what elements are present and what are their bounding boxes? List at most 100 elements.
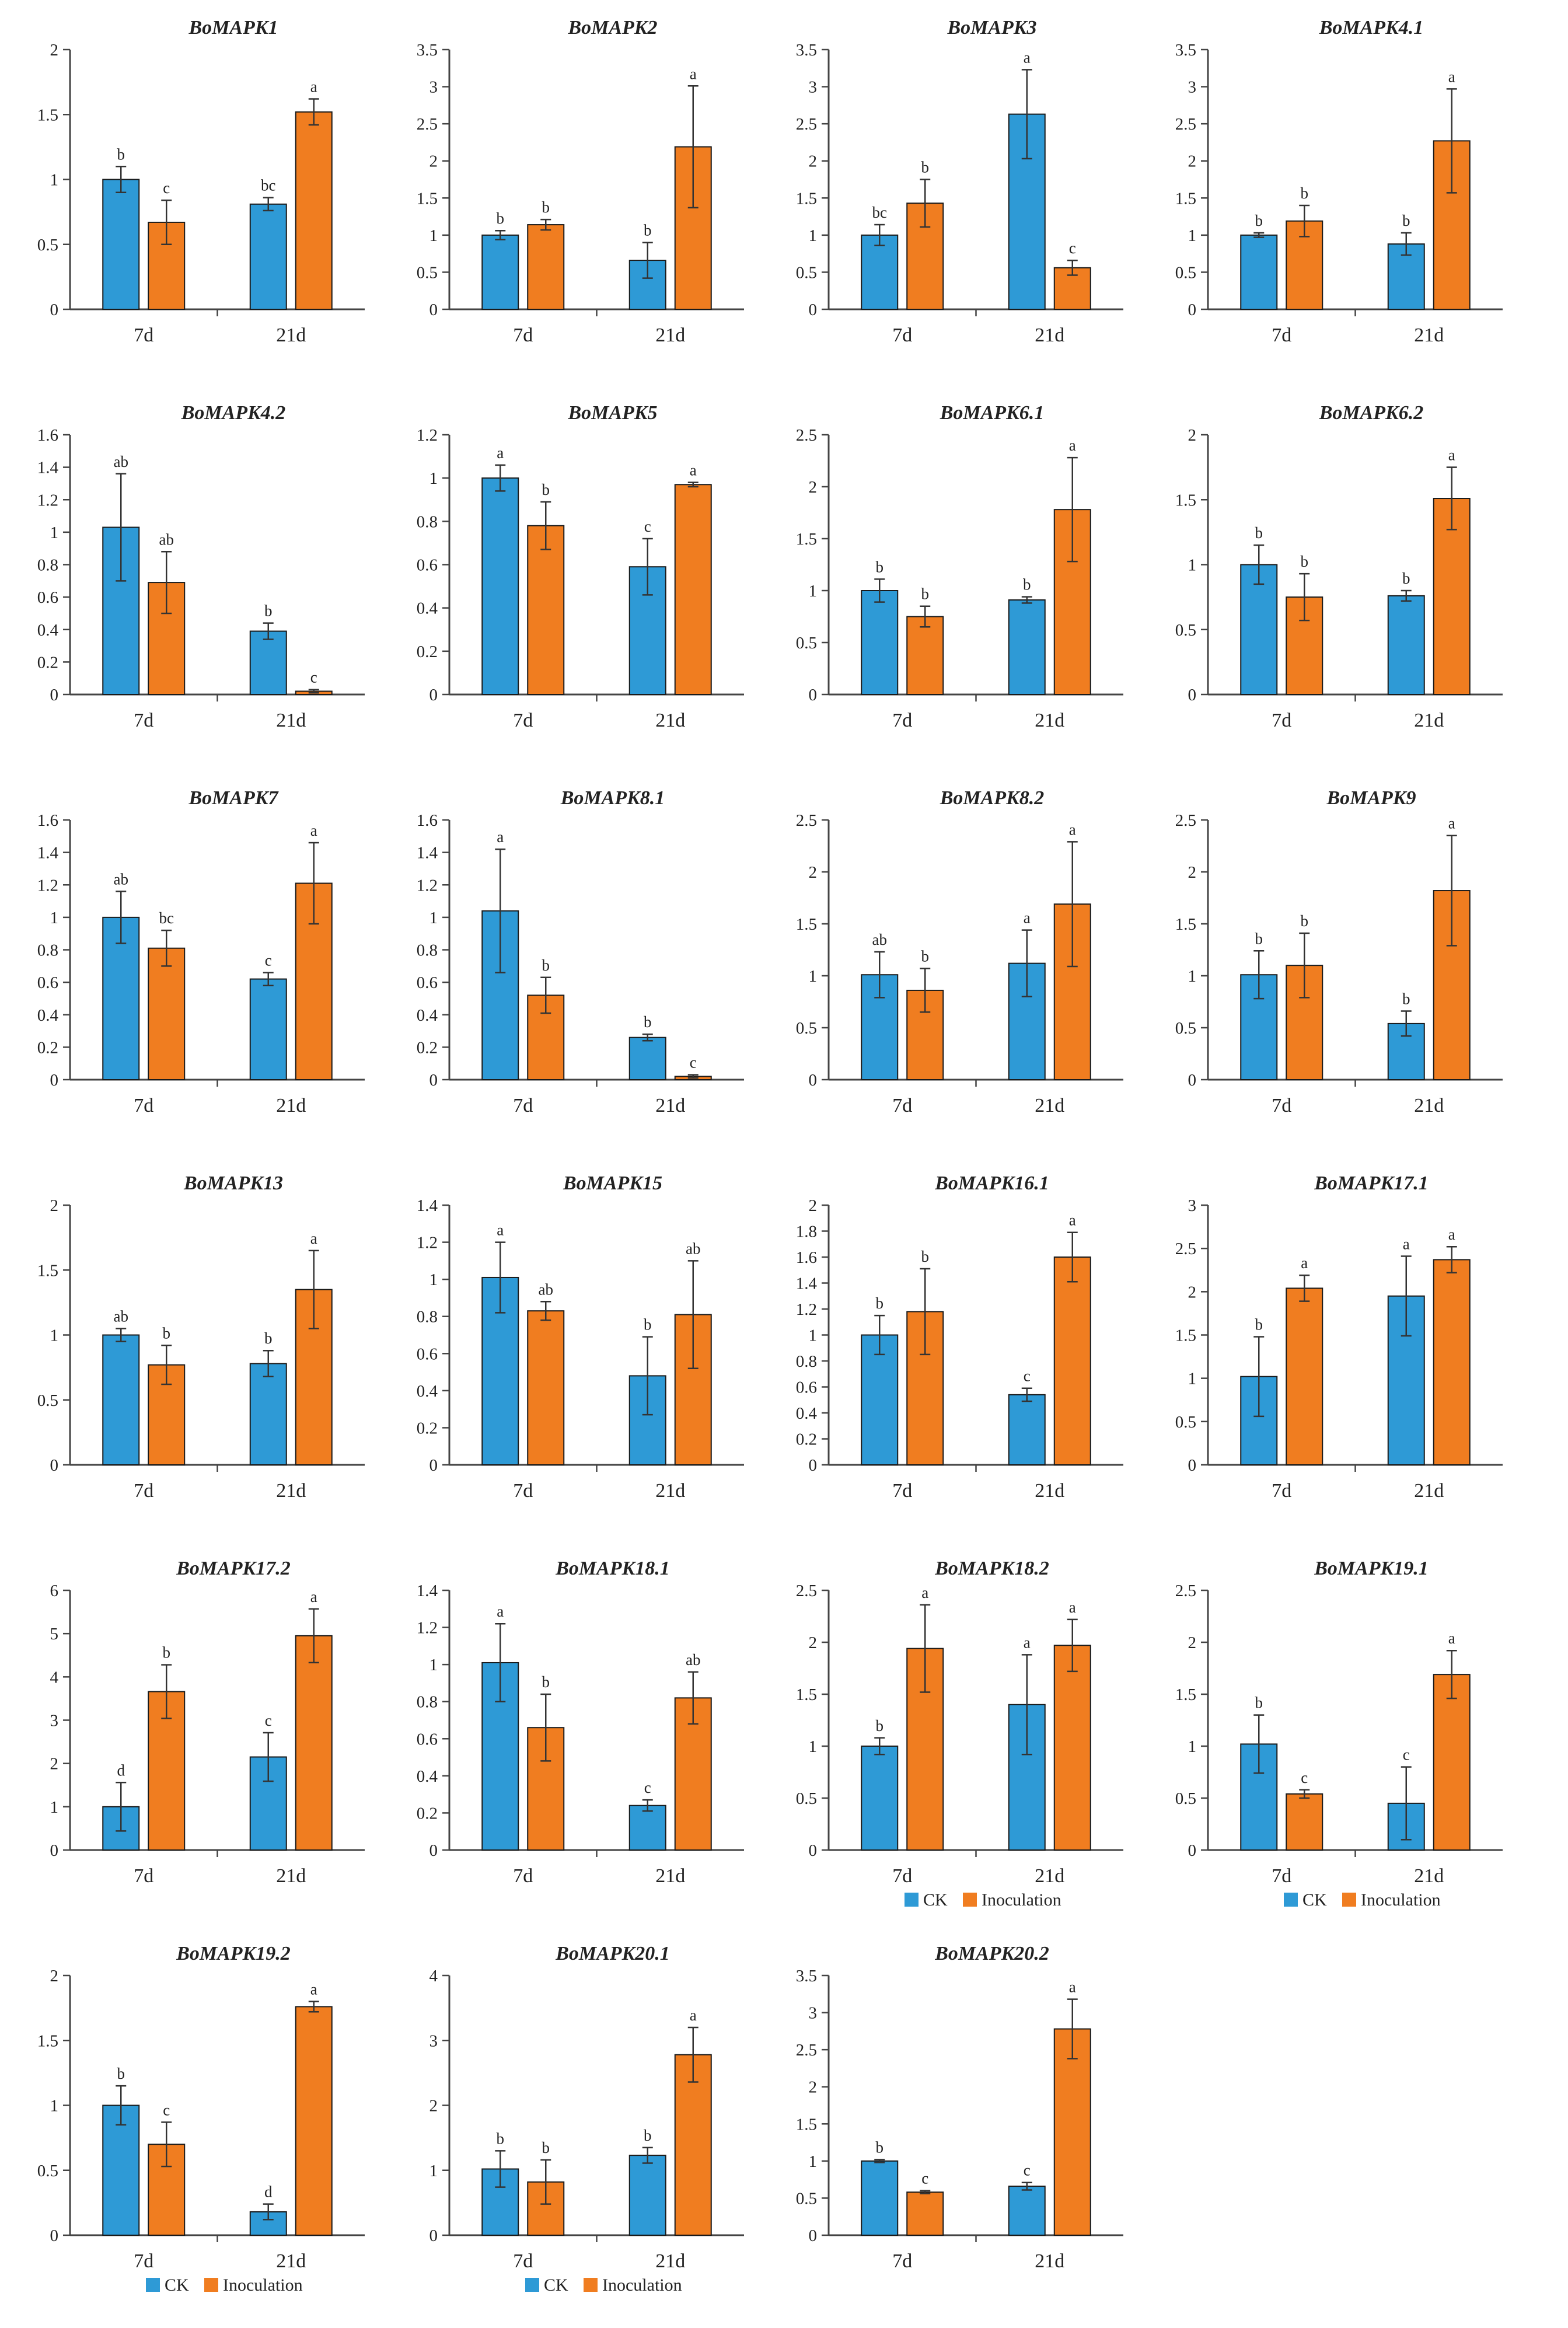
ck-bar-21d — [628, 2155, 666, 2236]
y-tick-label: 0 — [809, 301, 818, 319]
ck-bar-7d — [861, 1746, 899, 1851]
significance-letter: b — [1402, 990, 1410, 1008]
significance-letter: a — [1024, 1634, 1031, 1651]
chart-title: BoMAPK17.2 — [176, 1558, 291, 1579]
y-tick-label: 1.5 — [417, 189, 438, 208]
y-tick-label: 1.6 — [796, 1248, 817, 1267]
x-category-label: 21d — [276, 1480, 306, 1502]
y-tick-label: 1 — [429, 1271, 438, 1289]
y-tick-label: 2 — [1188, 426, 1197, 445]
y-tick-label: 1.5 — [796, 1685, 817, 1704]
x-category-label: 21d — [1035, 2250, 1064, 2272]
y-tick-label: 1 — [429, 2162, 438, 2180]
significance-letter: b — [1023, 576, 1031, 594]
x-category-label: 7d — [892, 1480, 912, 1502]
inoculation-bar-7d — [1286, 1793, 1323, 1851]
significance-letter: ab — [114, 870, 128, 888]
y-tick-label: 0 — [429, 2226, 438, 2245]
y-tick-label: 1.2 — [417, 876, 438, 895]
y-tick-label: 0 — [50, 1456, 59, 1475]
y-tick-label: 1.4 — [37, 844, 59, 863]
y-tick-label: 1.5 — [796, 915, 817, 934]
significance-letter: c — [1069, 239, 1076, 257]
significance-letter: b — [1301, 184, 1309, 202]
x-category-label: 7d — [1272, 1095, 1291, 1116]
x-category-label: 7d — [513, 1095, 533, 1116]
y-tick-label: 1.6 — [37, 811, 58, 830]
significance-letter: b — [497, 2130, 505, 2147]
inoculation-bar-7d — [1286, 1287, 1323, 1465]
ck-bar-7d — [1240, 564, 1278, 695]
y-tick-label: 0.8 — [417, 1693, 438, 1712]
significance-letter: b — [542, 198, 550, 216]
significance-letter: ab — [686, 1651, 700, 1669]
x-category-label: 7d — [513, 710, 533, 731]
significance-letter: c — [921, 2170, 928, 2187]
y-tick-label: 0.5 — [796, 1789, 817, 1808]
legend-label-ck: CK — [1302, 1890, 1327, 1910]
significance-letter: b — [542, 957, 550, 974]
y-tick-label: 0.4 — [417, 1767, 438, 1786]
ck-bar-21d — [1008, 599, 1046, 696]
y-tick-label: 0.5 — [1175, 621, 1196, 640]
x-category-label: 21d — [276, 324, 306, 346]
y-tick-label: 1.2 — [417, 426, 438, 445]
x-category-label: 7d — [892, 1095, 912, 1116]
significance-letter: ab — [114, 453, 128, 470]
legend: CK Inoculation — [525, 2275, 682, 2295]
chart-title: BoMAPK3 — [947, 17, 1036, 39]
y-tick-label: 0.5 — [796, 263, 817, 282]
legend: CK Inoculation — [146, 2275, 303, 2295]
y-tick-label: 0.8 — [37, 941, 58, 960]
y-tick-label: 2 — [1188, 1283, 1197, 1301]
significance-letter: c — [265, 1712, 272, 1729]
significance-letter: b — [644, 1013, 652, 1031]
y-tick-label: 0.5 — [796, 634, 817, 652]
chart-panel-20: BoMAPK19.1 0 0.5 1 1.5 2 2.5 7d b c 21d c a CK Inocula… — [1175, 1558, 1503, 1910]
ck-bar-21d — [1387, 595, 1425, 696]
y-tick-label: 3.5 — [1175, 41, 1196, 60]
significance-letter: b — [1255, 212, 1263, 229]
legend: CK Inoculation — [905, 1890, 1061, 1910]
x-category-label: 7d — [513, 2250, 533, 2272]
significance-letter: c — [310, 669, 317, 686]
y-tick-label: 1 — [50, 2097, 59, 2116]
x-category-label: 21d — [1035, 710, 1064, 731]
x-category-label: 7d — [892, 2250, 912, 2272]
y-tick-label: 4 — [50, 1668, 59, 1687]
y-tick-label: 2 — [809, 863, 818, 882]
y-tick-label: 1.2 — [417, 1619, 438, 1638]
inoculation-bar-21d — [1433, 1674, 1471, 1851]
significance-letter: b — [542, 1673, 550, 1691]
y-tick-label: 1 — [809, 226, 818, 245]
ck-bar-7d — [102, 1334, 140, 1465]
y-tick-label: 2 — [809, 1634, 818, 1652]
chart-panel-12: BoMAPK9 0 0.5 1 1.5 2 2.5 7d b b 21d b a — [1175, 787, 1503, 1116]
y-tick-label: 0 — [429, 1456, 438, 1475]
significance-letter: b — [117, 2065, 125, 2082]
y-tick-label: 3 — [809, 2004, 818, 2023]
x-category-label: 21d — [276, 1095, 306, 1116]
legend-swatch-inoculation — [204, 2278, 218, 2292]
inoculation-bar-21d — [1433, 498, 1471, 696]
chart-panel-6: BoMAPK5 0 0.2 0.4 0.6 0.8 1 1.2 7d a b 21d c a — [417, 402, 744, 731]
y-tick-label: 0 — [50, 686, 59, 704]
significance-letter: b — [542, 2139, 550, 2156]
chart-panel-13: BoMAPK13 0 0.5 1 1.5 2 7d ab b 21d b a — [37, 1172, 365, 1502]
y-tick-label: 0 — [50, 1841, 59, 1860]
x-category-label: 7d — [513, 1480, 533, 1502]
y-tick-label: 0.4 — [37, 621, 59, 640]
y-tick-label: 2 — [1188, 152, 1197, 171]
chart-panel-10: BoMAPK8.1 0 0.2 0.4 0.6 0.8 1 1.2 1.4 1.6 7d a b 21d b… — [417, 787, 744, 1116]
chart-title: BoMAPK15 — [563, 1172, 662, 1194]
significance-letter: b — [644, 2127, 652, 2144]
y-tick-label: 0 — [1188, 686, 1197, 704]
y-tick-label: 3 — [50, 1712, 59, 1730]
chart-title: BoMAPK8.2 — [940, 787, 1045, 809]
ck-bar-21d — [249, 203, 287, 310]
significance-letter: b — [1255, 1694, 1263, 1712]
significance-letter: bc — [261, 177, 276, 194]
y-tick-label: 0 — [50, 2226, 59, 2245]
y-tick-label: 0 — [50, 1071, 59, 1090]
